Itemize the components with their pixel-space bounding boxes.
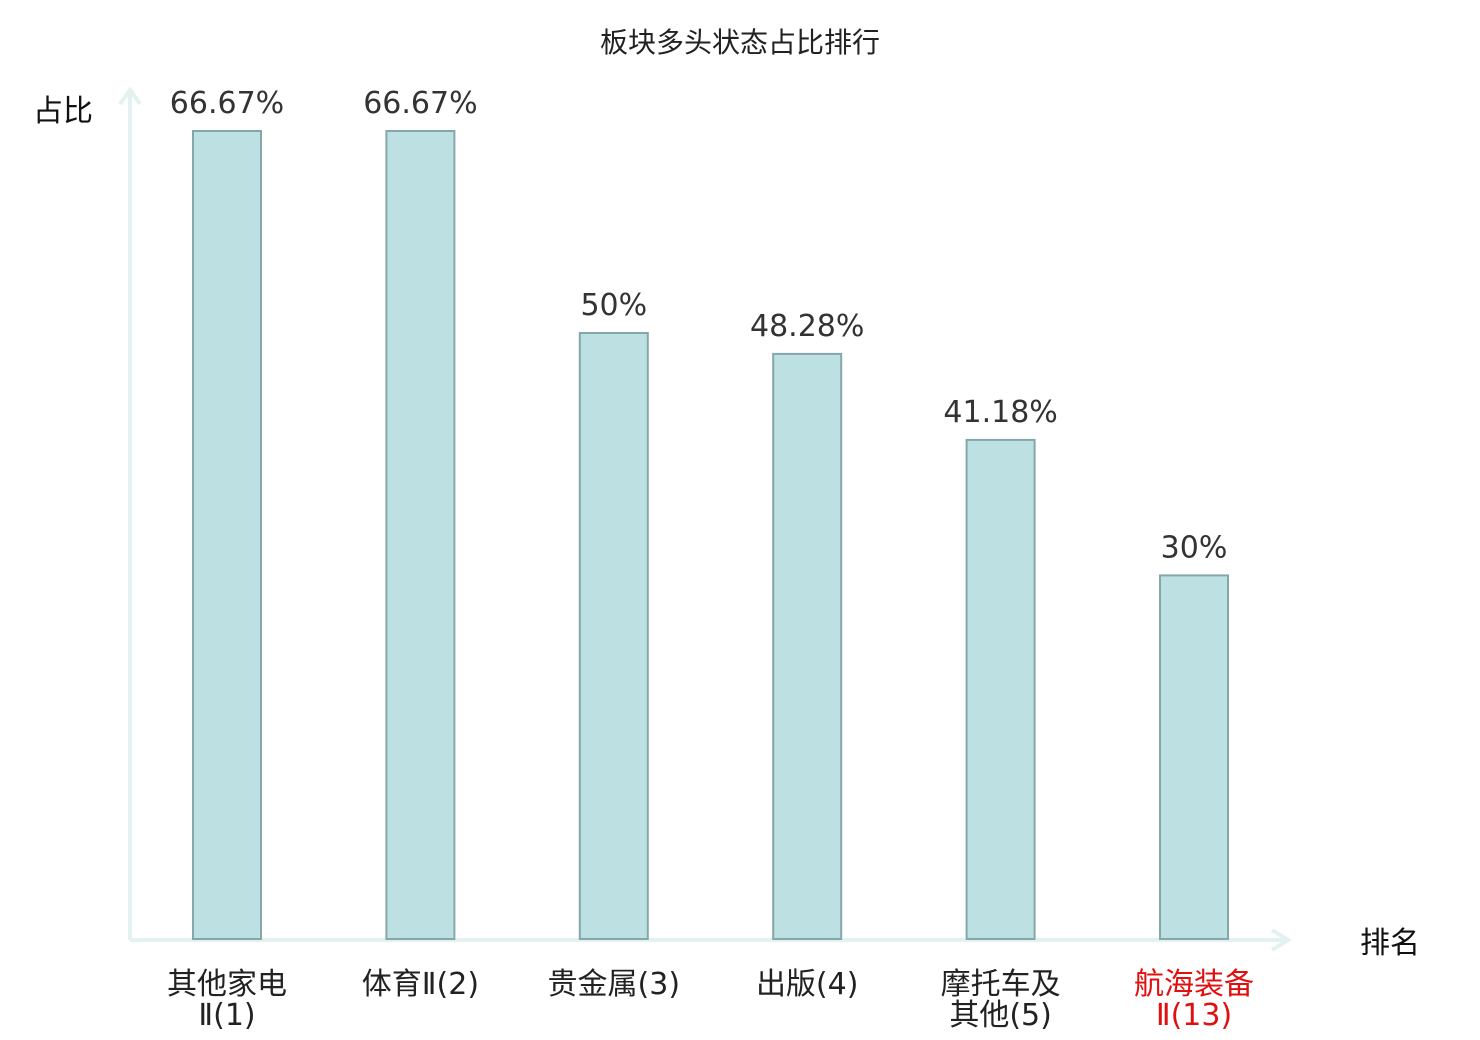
bar-5 [965,438,1036,940]
category-label-1: 其他家电 Ⅱ(1) [167,967,287,1033]
category-label-2: 体育Ⅱ(2) [362,967,479,1002]
category-label-3: 贵金属(3) [548,967,681,1002]
category-label-line: 贵金属(3) [548,967,681,1002]
category-label-6: 航海装备 Ⅱ(13) [1134,967,1254,1033]
category-label-line: Ⅱ(1) [198,998,255,1033]
y-axis-label: 占比 [33,94,93,129]
bars-group [192,130,1229,941]
value-label-3: 50% [580,288,647,323]
category-label-line: 航海装备 [1134,967,1254,1002]
bar-4 [772,352,843,940]
category-label-5: 摩托车及其他(5) [941,967,1061,1033]
x-axis-arrow [1270,928,1292,952]
category-label-line: 体育Ⅱ(2) [362,967,479,1002]
chart-title: 板块多头状态占比排行 [600,26,880,59]
bar-1 [192,130,262,940]
category-label-line: Ⅱ(13) [1156,998,1232,1033]
category-labels-group: 其他家电 Ⅱ(1)体育Ⅱ(2) 贵金属(3) 出版(4) 摩托车及其他(5)航海装备 Ⅱ(… [167,967,1254,1033]
value-label-2: 66.67% [363,86,477,121]
value-labels-group: 66.67% 66.67% 50% 48.28% 41.18% 30% [170,86,1228,565]
x-axis-label: 排名 [1360,926,1420,961]
bar-2 [385,130,456,940]
y-axis-arrow [118,86,142,106]
category-label-line: 摩托车及 [941,967,1061,1002]
value-label-5: 41.18% [943,395,1057,430]
axes [118,86,1292,952]
category-label-line: 其他(5) [949,998,1052,1033]
value-label-6: 30% [1161,530,1228,565]
category-label-line: 出版(4) [756,967,859,1002]
category-label-line: 其他家电 [167,967,287,1002]
bar-6 [1159,574,1229,941]
category-label-4: 出版(4) [756,967,859,1002]
value-label-1: 66.67% [170,86,284,121]
value-label-4: 48.28% [750,309,864,344]
bar-3 [578,332,649,940]
